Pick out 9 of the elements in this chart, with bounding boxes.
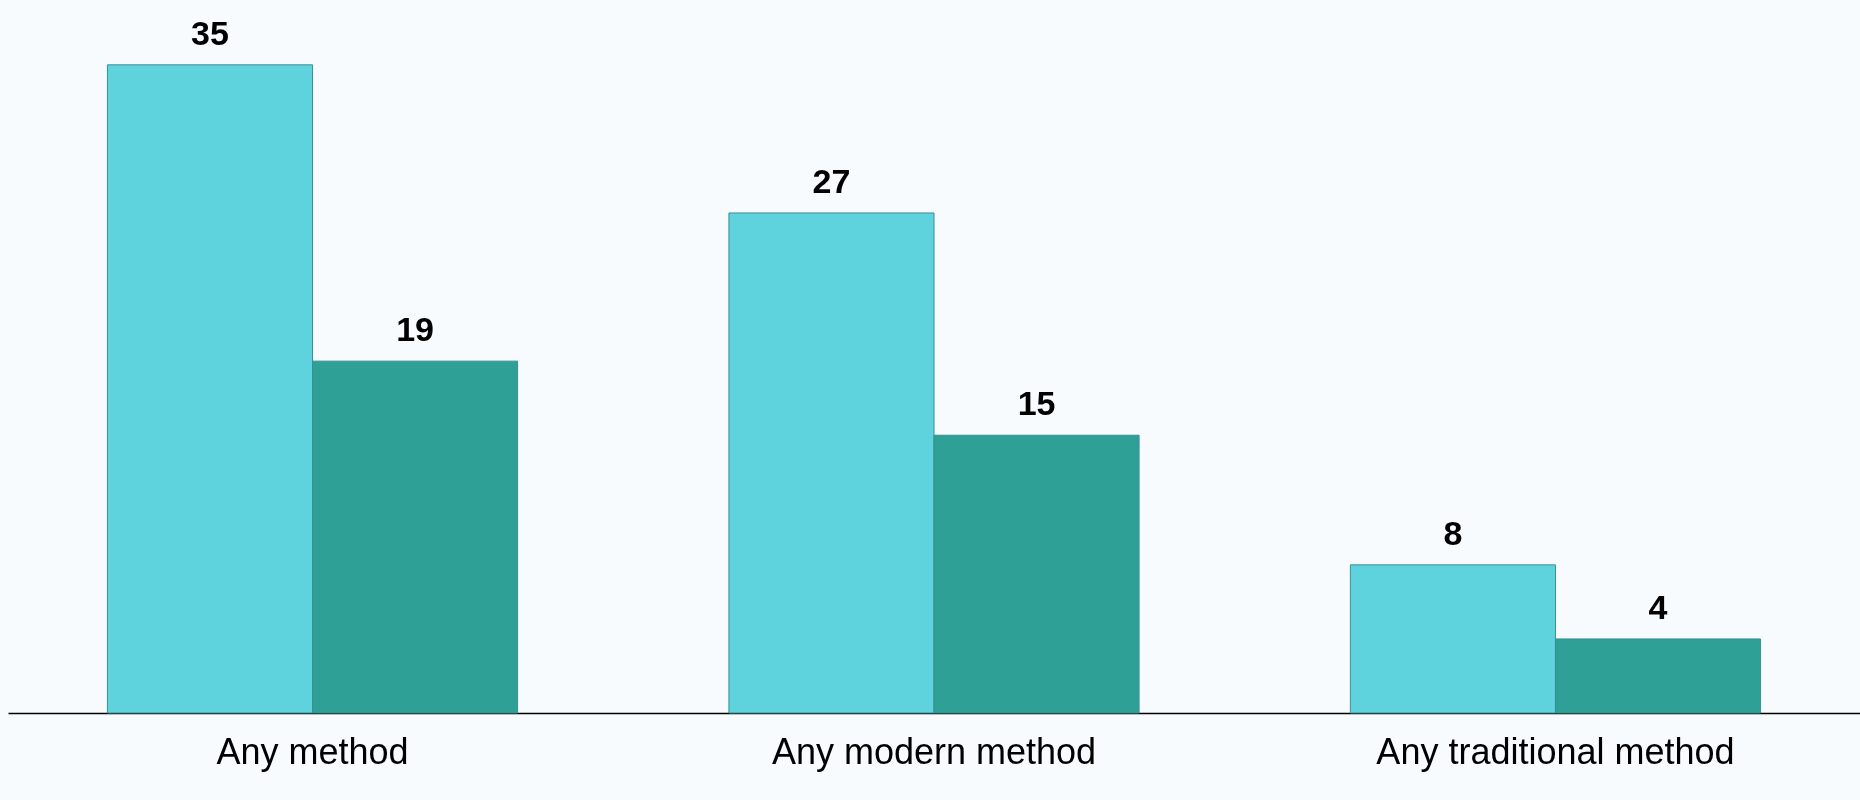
data-label: 8: [1443, 513, 1463, 552]
data-label: 19: [396, 310, 434, 349]
x-tick-label: Any traditional method: [1376, 730, 1735, 772]
data-label: 15: [1017, 384, 1056, 423]
data-label: 27: [812, 161, 851, 200]
data-label: 35: [191, 13, 229, 52]
x-tick-label: Any method: [216, 730, 409, 772]
x-tick-label: Any modern method: [771, 730, 1097, 772]
data-label: 4: [1648, 587, 1668, 626]
